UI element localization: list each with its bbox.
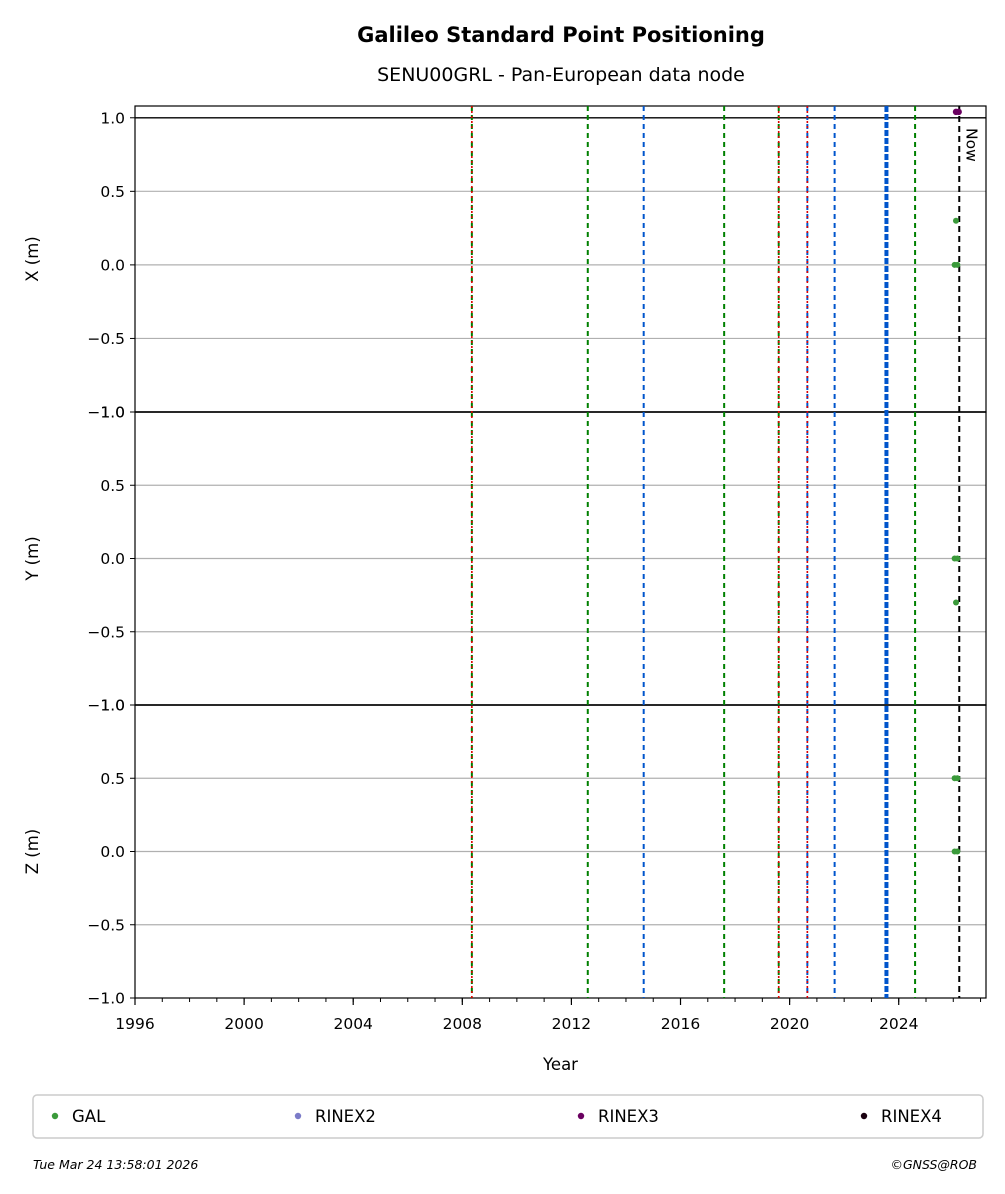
x-tick-label: 2024 xyxy=(879,1015,918,1033)
data-point-gal xyxy=(954,848,961,855)
y-tick-label: 1.0 xyxy=(100,404,125,422)
legend-label: RINEX4 xyxy=(881,1107,942,1126)
data-point-gal xyxy=(952,599,959,606)
legend-label: GAL xyxy=(72,1107,106,1126)
y-tick-label: −0.5 xyxy=(87,916,125,934)
y-tick-label: 0.5 xyxy=(100,183,125,201)
panel-frame xyxy=(134,105,987,413)
data-point-rinex3 xyxy=(955,108,962,116)
y-tick-label: 0.5 xyxy=(100,477,125,495)
legend-label: RINEX2 xyxy=(315,1107,376,1126)
chart-title: Galileo Standard Point Positioning xyxy=(357,23,765,47)
legend-marker xyxy=(860,1112,868,1120)
y-tick-label: −0.5 xyxy=(87,623,125,641)
footer-timestamp: Tue Mar 24 13:58:01 2026 xyxy=(33,1157,198,1172)
x-tick-label: 2016 xyxy=(661,1015,700,1033)
y-tick-label: −1.0 xyxy=(87,404,125,422)
y-tick-label: 0.0 xyxy=(100,550,125,568)
y-tick-label: 1.0 xyxy=(100,109,125,127)
panel-frame xyxy=(134,704,987,999)
data-point-gal xyxy=(954,555,961,562)
y-tick-label: 0.0 xyxy=(100,843,125,861)
footer-copyright: ©GNSS@ROB xyxy=(890,1157,977,1172)
y-tick-label: 0.0 xyxy=(100,256,125,274)
x-axis-label: Year xyxy=(542,1055,578,1074)
data-point-gal xyxy=(954,261,961,268)
y-axis-label: Y (m) xyxy=(23,536,42,581)
legend-marker xyxy=(294,1112,302,1120)
legend-label: RINEX3 xyxy=(598,1107,659,1126)
y-axis-label: Z (m) xyxy=(23,829,42,875)
now-label: Now xyxy=(962,128,980,162)
y-tick-label: −1.0 xyxy=(87,697,125,715)
y-tick-label: −0.5 xyxy=(87,330,125,348)
x-tick-label: 2000 xyxy=(224,1015,263,1033)
x-tick-label: 2008 xyxy=(443,1015,482,1033)
chart-subtitle: SENU00GRL - Pan-European data node xyxy=(377,64,745,86)
legend-marker xyxy=(577,1112,585,1120)
x-tick-label: 2012 xyxy=(552,1015,591,1033)
legend: GAL RINEX2 RINEX3 RINEX4 xyxy=(32,1094,984,1139)
y-tick-label: 0.5 xyxy=(100,770,125,788)
data-point-gal xyxy=(954,775,961,782)
legend-frame xyxy=(32,1094,984,1139)
x-tick-label: 2020 xyxy=(770,1015,809,1033)
x-tick-label: 2004 xyxy=(333,1015,372,1033)
data-point-gal xyxy=(952,217,959,224)
plot-area: 1.0 0.5 0.0 −0.5 −1.0 X (m) 1.0 0.5 0.0 −0.5 −1.0 Y… xyxy=(23,105,987,1074)
legend-marker xyxy=(51,1112,59,1120)
y-tick-label: −1.0 xyxy=(87,990,125,1008)
y-tick-label: 1.0 xyxy=(100,697,125,715)
y-axis-label: X (m) xyxy=(23,236,42,282)
x-tick-label: 1996 xyxy=(115,1015,154,1033)
